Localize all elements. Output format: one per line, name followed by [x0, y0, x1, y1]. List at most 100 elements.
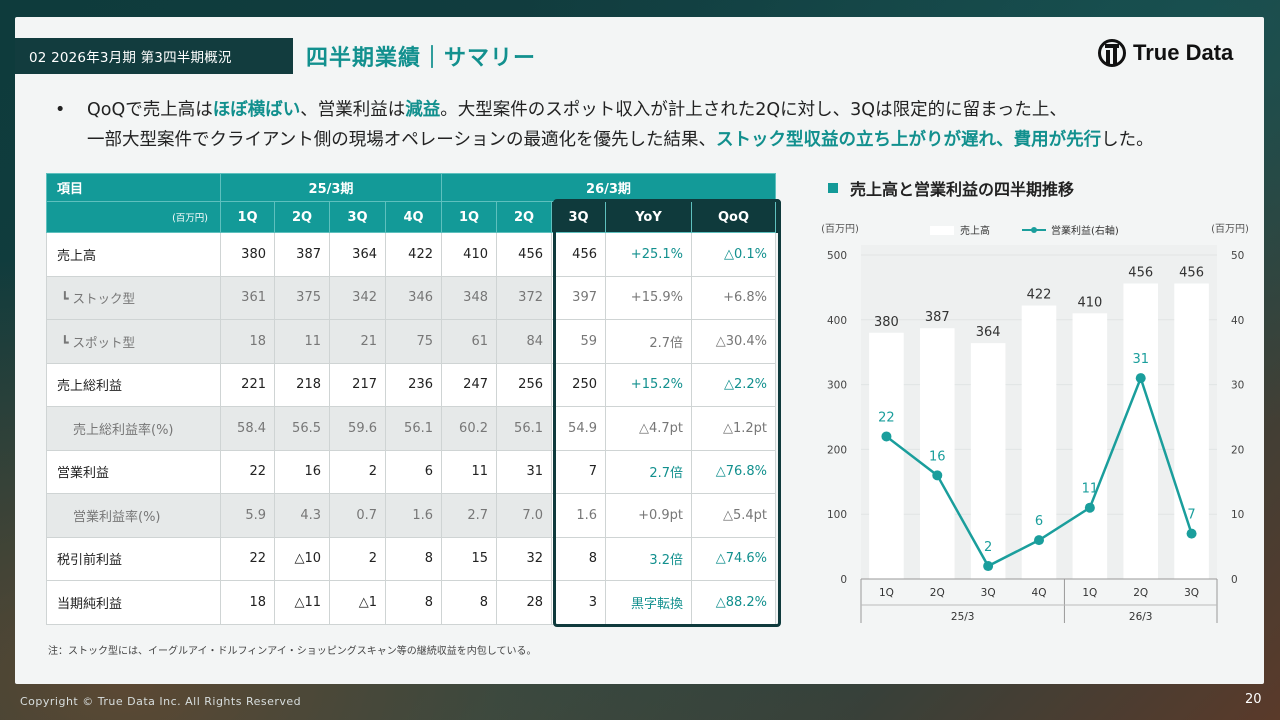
table-cell: △0.1%	[691, 232, 776, 277]
revenue-bar	[919, 328, 955, 579]
legend-swatch-revenue	[930, 226, 954, 235]
op-profit-label: 31	[1132, 352, 1149, 367]
col-header: 2Q	[496, 201, 552, 233]
x-tick-label: 2Q	[1133, 587, 1148, 599]
table-cell: 31	[496, 449, 552, 494]
x-tick-label: 4Q	[1032, 587, 1047, 599]
op-profit-point	[1034, 535, 1044, 546]
table-cell: +0.9pt	[605, 493, 692, 538]
line1-seg-3: 減益	[405, 100, 441, 120]
row-label: 営業利益率(%)	[46, 493, 221, 538]
row-label: ┗ スポット型	[46, 319, 221, 364]
table-cell: 1.6	[551, 493, 606, 538]
page-number: 20	[1245, 692, 1262, 707]
left-tick-label: 400	[827, 315, 847, 327]
op-profit-point	[1084, 502, 1095, 513]
logo-text: True Data	[1133, 40, 1234, 65]
table-cell: 黒字転換	[605, 580, 692, 625]
op-profit-label: 2	[984, 540, 992, 555]
table-row: 営業利益率(%) 5.9 4.3 0.7 1.6 2.7 7.0 1.6 +0.9pt △5.4p…	[46, 493, 776, 538]
line1-seg-1: ほぼ横ばい	[212, 100, 301, 120]
x-tick-label: 1Q	[1082, 587, 1097, 599]
row-label: 営業利益	[46, 449, 221, 494]
table-cell: △74.6%	[691, 536, 776, 581]
table-row: ┗ スポット型 18 11 21 75 61 84 59 2.7倍 △30.4%	[46, 319, 776, 364]
table-cell: 256	[496, 362, 552, 407]
revenue-bar	[1072, 313, 1108, 579]
table-cell: 11	[441, 449, 497, 494]
table-row: ┗ ストック型 361 375 342 346 348 372 397 +15.9% +6.8%	[46, 275, 776, 320]
page-title: 四半期業績｜サマリー	[306, 46, 537, 71]
table-cell: 372	[496, 275, 552, 320]
table-cell: 8	[385, 536, 442, 581]
x-tick-label: 1Q	[879, 587, 894, 599]
row-label: 売上総利益	[46, 362, 221, 407]
op-profit-point	[1186, 528, 1197, 539]
table-cell: +15.2%	[605, 362, 692, 407]
table-cell: △2.2%	[691, 362, 776, 407]
line2-seg-0: 一部大型案件でクライアント側の現場オペレーションの最適化を優先した結果、	[87, 130, 716, 150]
legend-label-op-profit: 営業利益(右軸)	[1051, 224, 1119, 237]
table-cell: 2.7倍	[605, 319, 692, 364]
legend-label-revenue: 売上高	[960, 224, 990, 237]
table-cell: 59.6	[329, 406, 386, 451]
table-cell: 410	[441, 232, 497, 277]
op-profit-label: 11	[1082, 482, 1099, 497]
revenue-bar	[869, 332, 904, 579]
table-cell: 4.3	[274, 493, 330, 538]
row-label: ┗ ストック型	[46, 275, 221, 320]
table-header-row-1: 項目 25/3期 26/3期	[46, 173, 776, 202]
group-label: 26/3	[1129, 611, 1153, 623]
col-header: 1Q	[220, 201, 275, 233]
legend-marker-op-profit	[1031, 227, 1037, 233]
revenue-bar-label: 456	[1179, 266, 1204, 281]
table-cell: +15.9%	[605, 275, 692, 320]
company-logo: True Data	[1097, 34, 1233, 72]
table-cell: +6.8%	[691, 275, 776, 320]
bullet-line-1: • QoQで売上高はほぼ横ばい、営業利益は減益。大型案件のスポット収入が計上された…	[55, 95, 1255, 125]
table-cell: 8	[441, 580, 497, 625]
table-cell: 375	[274, 275, 330, 320]
revenue-bar-label: 364	[976, 325, 1001, 340]
table-cell: △11	[274, 580, 330, 625]
revenue-bar-label: 456	[1128, 266, 1153, 281]
table-cell: 1.6	[385, 493, 442, 538]
table-cell: 250	[551, 362, 606, 407]
table-cell: 54.9	[551, 406, 606, 451]
table-row: 売上高 380 387 364 422 410 456 456 +25.1% △0.1%	[46, 232, 776, 277]
right-tick-label: 10	[1231, 509, 1244, 521]
unit-header: (百万円)	[46, 201, 221, 233]
line2-seg-1: ストック型収益の立ち上がりが遅れ、費用が先行	[715, 130, 1102, 150]
chart-title-text: 売上高と営業利益の四半期推移	[850, 180, 1075, 199]
op-profit-point	[932, 470, 943, 481]
left-tick-label: 500	[827, 250, 847, 262]
table-cell: 387	[274, 232, 330, 277]
table-cell: 3	[551, 580, 606, 625]
table-cell: △5.4pt	[691, 493, 776, 538]
item-header: 項目	[46, 173, 221, 202]
chart-title-marker	[828, 183, 838, 193]
op-profit-point	[1135, 373, 1146, 384]
row-label: 売上高	[46, 232, 221, 277]
table-cell: 15	[441, 536, 497, 581]
table-header-row-2: (百万円) 1Q 2Q 3Q 4Q 1Q 2Q 3Q YoY QoQ	[46, 201, 776, 233]
table-cell: +25.1%	[605, 232, 692, 277]
table-cell: △1.2pt	[691, 406, 776, 451]
table-cell: 22	[220, 536, 275, 581]
table-cell: 342	[329, 275, 386, 320]
table-cell: 56.1	[496, 406, 552, 451]
table-cell: 21	[329, 319, 386, 364]
right-tick-label: 40	[1231, 315, 1244, 327]
group-header-26-3: 26/3期	[441, 173, 776, 202]
op-profit-point	[983, 561, 994, 572]
table-row: 当期純利益 18 △11 △1 8 8 28 3 黒字転換 △88.2%	[46, 580, 776, 625]
row-label: 税引前利益	[46, 536, 221, 581]
table-note: 注：ストック型には、イーグルアイ・ドルフィンアイ・ショッピングスキャン等の継続収…	[48, 646, 537, 657]
bullet-line-2: 一部大型案件でクライアント側の現場オペレーションの最適化を優先した結果、ストック…	[55, 125, 1255, 155]
table-cell: 422	[385, 232, 442, 277]
table-cell: 32	[496, 536, 552, 581]
left-axis-unit: (百万円)	[821, 223, 859, 235]
line1-seg-4: 。大型案件のスポット収入が計上された2Qに対し、3Qは限定的に留まった上、	[440, 100, 1067, 120]
line1-seg-2: 、営業利益は	[300, 100, 406, 120]
table-cell: 3.2倍	[605, 536, 692, 581]
